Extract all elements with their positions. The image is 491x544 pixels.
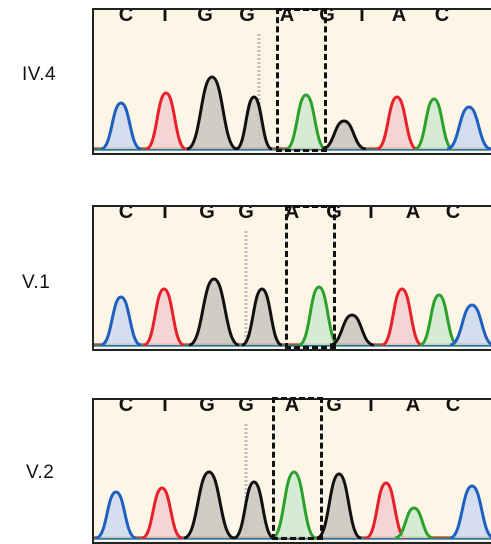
peak-trace-c [100,295,142,347]
base-call-highlighted: A [284,205,300,223]
peak-fill-g [187,77,237,149]
base-call: A [405,398,421,416]
peak-fill-c [96,492,136,538]
peak-trace-a [419,293,459,347]
mutation-highlight-box [272,397,323,540]
base-call: C [445,205,461,223]
peak-trace-a [298,285,340,347]
trace-plot [94,424,491,540]
base-call: G [326,398,342,416]
base-call: G [199,205,215,223]
peak-trace-c [449,303,491,347]
peak-fill-a [272,472,316,538]
peak-trace-g [235,95,273,151]
peak-fill-t [382,289,422,345]
peak-fill-g [236,97,272,149]
peak-trace-c [95,490,137,540]
peak-fill-a [420,295,458,345]
mutation-highlight-box [285,205,336,349]
peak-fill-g [317,474,361,538]
base-call: C [118,398,134,416]
base-call-highlighted: A [279,8,295,26]
peak-fill-c [447,107,491,149]
peak-fill-g [330,315,374,345]
trace-plot [94,34,491,151]
base-call: G [199,398,215,416]
peak-fill-a [395,508,433,538]
peak-trace-g [188,277,240,347]
base-call-row: C T G G A G T A C [94,8,491,28]
trace-plot [94,231,491,347]
peak-fill-c [101,297,141,345]
base-call: C [118,8,134,26]
peak-trace-t [381,287,423,347]
base-call: G [238,205,254,223]
peak-trace-c [100,101,142,151]
peak-trace-c [446,105,491,151]
peak-trace-g [329,313,375,347]
peak-trace-g [186,75,238,151]
base-call: G [239,8,255,26]
peak-fill-a [415,99,453,149]
peak-trace-t [143,287,185,347]
peak-trace-c [449,484,491,540]
sample-label: V.1 [22,272,51,293]
peak-fill-g [189,279,239,345]
base-call-row: C T G G A G T A C [94,398,491,418]
base-call: G [319,8,335,26]
peak-fill-g [242,289,282,345]
peak-fill-g [234,482,274,538]
chromatogram-frame: C T G G A G T A C [92,8,491,155]
peak-trace-t [145,91,187,151]
sample-label: IV.4 [22,64,57,85]
peak-trace-t [365,481,407,540]
peak-trace-t [376,95,418,151]
base-call: T [364,398,378,416]
peak-trace-g [316,472,362,540]
base-call-highlighted: A [284,398,300,416]
base-call: G [197,8,213,26]
base-call: A [391,8,407,26]
base-call: T [364,205,378,223]
peak-fill-g [322,121,366,149]
peak-fill-c [101,103,141,149]
base-call: A [405,205,421,223]
peak-trace-g [321,119,367,151]
peak-fill-t [366,483,406,538]
base-call: C [434,8,450,26]
mutation-highlight-box [276,8,327,152]
peak-fill-a [286,95,326,149]
peak-trace-g [183,470,235,540]
base-call: C [445,398,461,416]
peak-fill-g [184,472,234,538]
base-call: T [158,8,172,26]
peak-trace-g [241,287,283,347]
base-call: G [238,398,254,416]
peak-fill-t [142,488,182,538]
peak-fill-a [299,287,339,345]
peak-trace-t [141,486,183,540]
peak-trace-g [233,480,275,540]
base-call: C [118,205,134,223]
peak-fill-t [377,97,417,149]
peak-fill-t [144,289,184,345]
peak-trace-a [271,470,317,540]
base-call: T [355,8,369,26]
chromatogram-frame: C T G G A G T A C [92,205,491,351]
peak-trace-a [414,97,454,151]
peak-fill-t [146,93,186,149]
base-call: T [158,205,172,223]
peak-trace-a [394,506,434,540]
base-call: T [158,398,172,416]
peak-trace-a [285,93,327,151]
sample-label: V.2 [26,462,55,483]
